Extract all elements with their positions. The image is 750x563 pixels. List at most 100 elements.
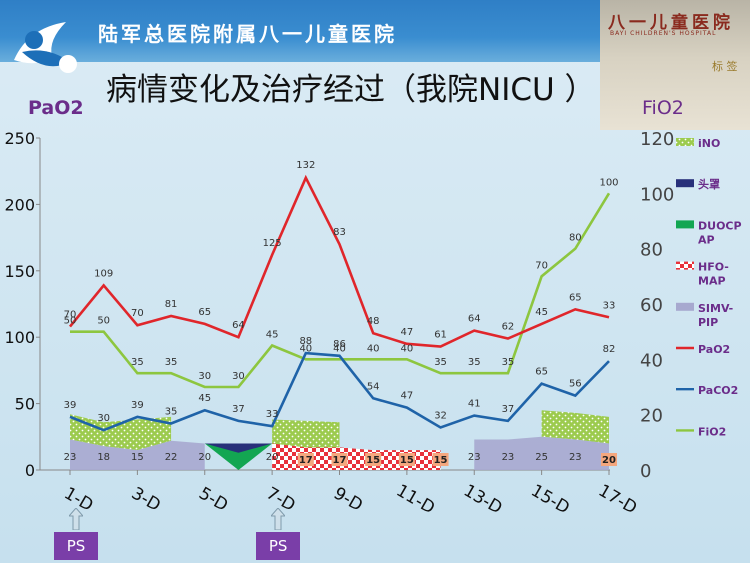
hospital-building-photo: 八一儿童医院 BAYI CHILDREN'S HOSPITAL 标 签 — [600, 0, 750, 130]
legend-swatch — [676, 220, 694, 229]
paco2-data-label: 32 — [434, 411, 447, 422]
x-tick-label: 9-D — [330, 483, 366, 515]
paco2-data-label: 88 — [299, 336, 312, 347]
fio2-data-label: 80 — [569, 233, 582, 244]
y-right-tick-label: 60 — [640, 295, 663, 316]
fio2-data-label: 50 — [97, 316, 110, 327]
x-tick-label: 13-D — [460, 481, 505, 519]
y-left-tick-label: 200 — [4, 195, 35, 214]
simv-pip-data-label: 23 — [64, 452, 77, 463]
legend-label: PaCO2 — [698, 384, 738, 397]
hospital-logo — [14, 22, 77, 73]
ps-annotation-2: PS — [256, 532, 301, 560]
paco2-data-label: 33 — [266, 409, 279, 420]
paco2-data-label: 47 — [401, 391, 414, 402]
fio2-data-label: 40 — [367, 343, 380, 354]
paco2-data-label: 37 — [232, 404, 245, 415]
x-tick-label: 11-D — [393, 481, 438, 519]
legend-swatch — [676, 179, 694, 188]
pao2-data-label: 70 — [64, 310, 77, 321]
paco2-data-label: 37 — [502, 404, 515, 415]
hfo-map-data-label: 17 — [299, 455, 313, 466]
hfo-map-label-box — [365, 453, 382, 466]
paco2-data-label: 41 — [468, 399, 481, 410]
fio2-line — [70, 192, 611, 389]
y-left-tick-label: 150 — [4, 262, 35, 281]
simv-pip-data-label: 15 — [131, 452, 144, 463]
hfo-map-data-label: 15 — [434, 455, 448, 466]
legend-swatch — [676, 138, 694, 146]
slide-title: 病情变化及治疗经过（我院NICU ） — [106, 72, 596, 108]
legend-label: 头罩 — [698, 177, 720, 191]
ino-area — [70, 414, 172, 451]
pao2-data-label: 109 — [94, 268, 113, 279]
fio2-data-label: 35 — [131, 357, 144, 368]
hfo-map-data-label: 20 — [602, 455, 616, 466]
x-tick-label: 17-D — [595, 481, 640, 519]
simv-pip-data-label: 20 — [266, 452, 279, 463]
simv-pip-data-label: 20 — [198, 452, 211, 463]
pao2-data-label: 47 — [401, 327, 414, 338]
fio2-data-label: 35 — [434, 357, 447, 368]
pao2-data-label: 33 — [603, 300, 616, 311]
legend-label: FiO2 — [698, 425, 726, 438]
simv-pip-data-label: 25 — [535, 452, 548, 463]
fio2-data-label: 35 — [468, 357, 481, 368]
legend-label: PIP — [698, 316, 718, 329]
fio2-data-label: 50 — [64, 316, 77, 327]
legend-swatch — [676, 261, 694, 270]
simv-pip-data-label: 23 — [502, 452, 515, 463]
legend-label: SIMV- — [698, 302, 733, 315]
fio2-data-label: 30 — [232, 371, 245, 382]
fio2-data-label: 40 — [333, 343, 346, 354]
legend-label: PaO2 — [698, 343, 730, 356]
pao2-data-label: 81 — [165, 299, 178, 310]
hfo-map-area — [272, 443, 441, 470]
fio2-data-label: 45 — [266, 330, 279, 341]
pao2-data-label: 65 — [569, 292, 582, 303]
legend-label: iNO — [698, 137, 720, 150]
up-arrow-icon — [69, 508, 83, 530]
x-tick-label: 3-D — [128, 483, 164, 515]
y-right-tick-label: 20 — [640, 406, 663, 427]
fio2-data-label: 40 — [401, 343, 414, 354]
y-left-tick-label: 250 — [4, 129, 35, 148]
legend-label: MAP — [698, 275, 726, 288]
building-subtitle: BAYI CHILDREN'S HOSPITAL — [610, 30, 717, 37]
paco2-data-label: 56 — [569, 379, 582, 390]
simv-pip-data-label: 22 — [165, 452, 178, 463]
duocpap-area — [204, 443, 273, 470]
y-left-axis-title: PaO2 — [28, 97, 84, 119]
y-right-tick-label: 0 — [640, 461, 651, 482]
paco2-data-label: 65 — [535, 367, 548, 378]
hospital-name: 陆军总医院附属八一儿童医院 — [98, 22, 397, 46]
y-left-tick-label: 0 — [25, 461, 35, 480]
y-right-tick-label: 120 — [640, 129, 674, 150]
paco2-line — [69, 351, 610, 432]
fio2-data-label: 35 — [502, 357, 515, 368]
pao2-data-label: 125 — [263, 238, 282, 249]
y-right-tick-label: 80 — [640, 240, 663, 261]
y-right-tick-label: 100 — [640, 184, 674, 205]
paco2-data-label: 39 — [64, 400, 77, 411]
legend-label: AP — [698, 233, 715, 246]
hfo-map-label-box — [297, 453, 314, 466]
hood-area — [204, 443, 273, 453]
hfo-map-data-label: 17 — [333, 455, 347, 466]
hfo-map-label-box — [601, 453, 617, 466]
pao2-data-label: 48 — [367, 316, 380, 327]
fio2-data-label: 35 — [165, 357, 178, 368]
pao2-data-label: 64 — [232, 320, 245, 331]
chart-areas — [70, 410, 609, 470]
building-plaque: 标 签 — [712, 60, 738, 73]
pao2-data-label: 70 — [131, 308, 144, 319]
paco2-data-label: 35 — [165, 407, 178, 418]
x-tick-label: 5-D — [195, 483, 231, 515]
x-tick-label: 15-D — [527, 481, 572, 519]
pao2-data-label: 45 — [535, 307, 548, 318]
building-sign: 八一儿童医院 — [608, 13, 734, 33]
up-arrow-icon — [271, 508, 286, 530]
chart-data-labels: 70 109 70 81 65 64 125 132 83 48 47 61 64 62 45 65 33 50 5… — [64, 160, 619, 466]
